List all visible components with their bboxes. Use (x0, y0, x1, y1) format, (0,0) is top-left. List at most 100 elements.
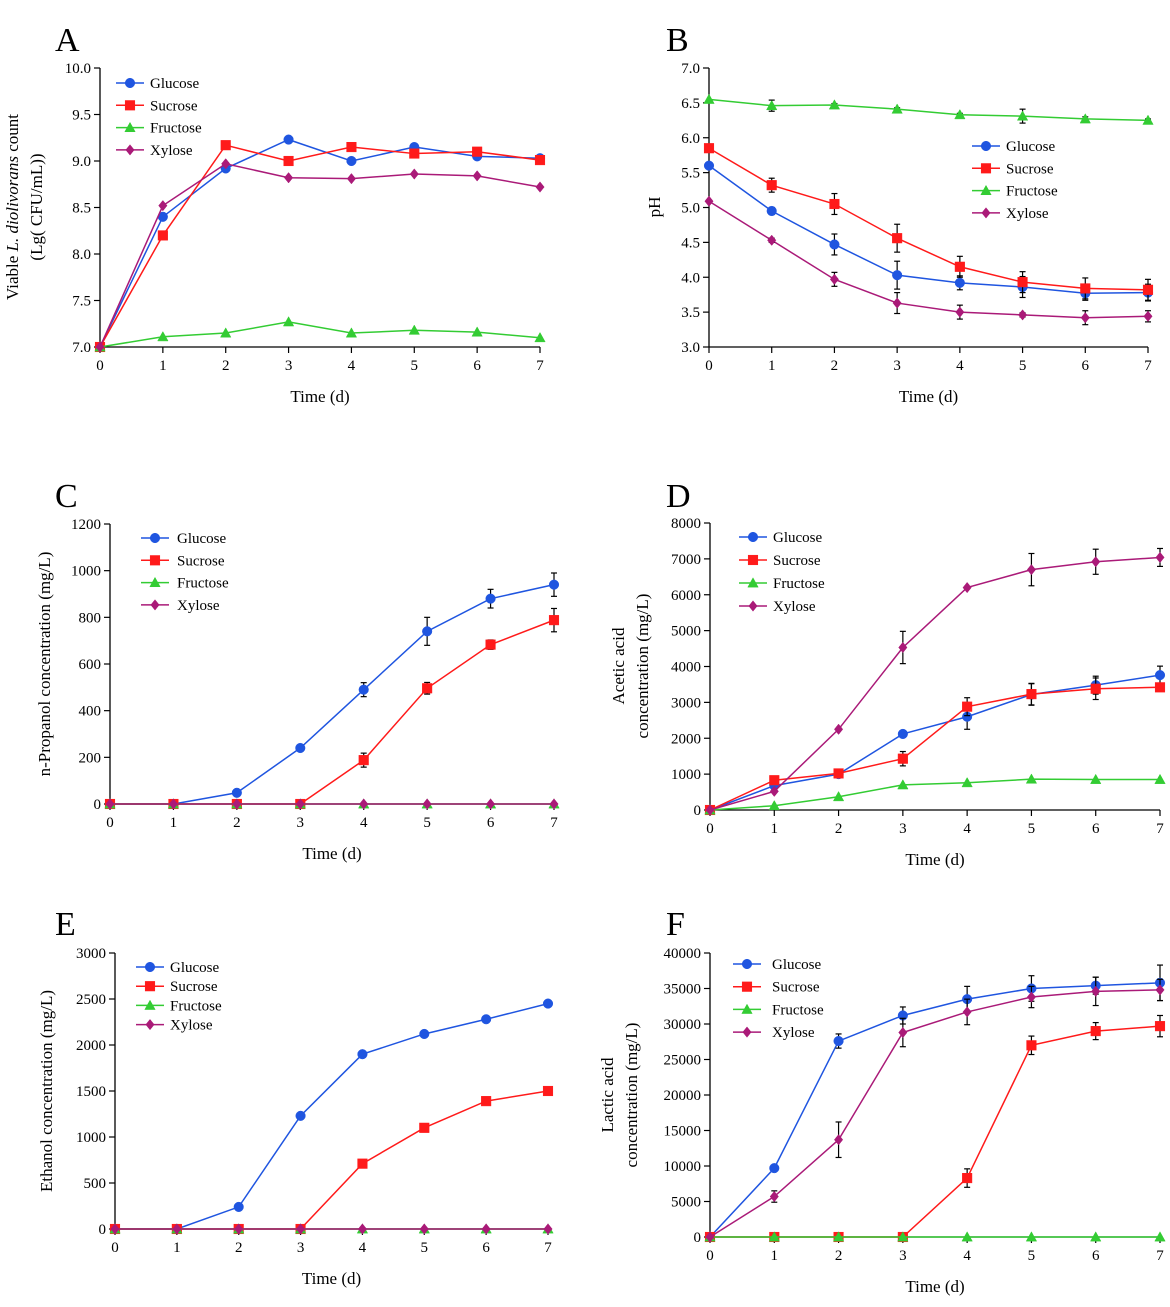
panel-a-series-sucrose (94, 140, 546, 353)
panel-d-x-tick-label: 5 (1028, 821, 1036, 837)
panel-f-y-tick-label: 15000 (664, 1124, 702, 1140)
panel-c-legend: Glucose Sucrose Fructose Xylose (141, 531, 229, 614)
panel-d-series-fructose-point (1090, 773, 1102, 784)
panel-e-series-xylose-point (234, 1223, 244, 1235)
panel-a-y-axis-title: (Lg( CFU/mL)) (27, 153, 46, 260)
panel-e-series-sucrose-line (115, 1090, 549, 1230)
panel-a-series-sucrose-point (157, 230, 168, 241)
panel-e-y-tick-label: 3000 (76, 946, 106, 962)
panel-b-series-glucose-point (892, 270, 903, 281)
panel-d-legend-item-glucose: Glucose (739, 530, 822, 546)
panel-a-y-tick-label: 8.0 (72, 247, 91, 263)
panel-b-series-sucrose-point (954, 261, 965, 272)
panel-a-series-fructose (94, 316, 546, 352)
panel-b-x-tick-label: 2 (831, 358, 839, 374)
panel-e-series-glucose-line (115, 1002, 549, 1230)
panel-b-legend-item-fructose: Fructose (972, 184, 1058, 200)
panel-c-series-sucrose-point (358, 755, 369, 766)
panel-d-series-xylose-point (834, 723, 844, 735)
panel-f-legend: Glucose Sucrose Fructose Xylose (733, 957, 824, 1041)
panel-e-series-glucose-point (295, 1110, 306, 1121)
panel-a-x-axis-title: Time (d) (290, 387, 349, 406)
panel-a-legend-label: Xylose (150, 143, 193, 159)
panel-e-x-tick-label: 2 (235, 1240, 243, 1256)
panel-c-series-glucose-point (295, 742, 306, 754)
panel-a-series-sucrose-line (99, 144, 541, 348)
panel-a-legend-item-sucrose: Sucrose (116, 98, 198, 114)
panel-e-series-xylose-point (357, 1223, 367, 1235)
panel-e-y-tick-label: 500 (84, 1176, 107, 1192)
panel-c-series-xylose-point (486, 798, 496, 810)
panel-a-legend-label: Glucose (150, 76, 199, 92)
panel-d-y-tick-label: 7000 (671, 552, 701, 568)
panel-f-legend-label: Fructose (772, 1002, 824, 1018)
panel-f-legend-item-fructose: Fructose (733, 1002, 824, 1018)
panel-d-legend-label: Xylose (773, 599, 816, 615)
panel-a-series-sucrose-point (409, 148, 420, 159)
panel-e-series-sucrose-point (542, 1085, 554, 1097)
panel-b-series-fructose (703, 93, 1154, 125)
panel-f-x-tick-label: 0 (706, 1248, 714, 1264)
panel-a-series-sucrose-point (283, 155, 294, 167)
panel-f-legend-item-sucrose: Sucrose (733, 980, 820, 996)
panel-c-legend-item-glucose: Glucose (141, 531, 226, 547)
panel-f-series-xylose-point (834, 1134, 844, 1146)
panel-d: D 0 1000 2000 3000 4000 5000 6000 7000 8000 0 1 2 3 4 5… (609, 478, 1166, 869)
panel-d-series-fructose-point (897, 779, 909, 790)
panel-e-legend-label: Fructose (170, 998, 222, 1014)
panel-f-legend-marker-sucrose (741, 981, 753, 992)
panel-f-legend-marker-fructose (741, 1003, 753, 1014)
panel-b-series-glucose-line (708, 165, 1149, 295)
panel-e-legend-item-glucose: Glucose (136, 960, 219, 976)
panel-d-series-sucrose-point (1154, 682, 1166, 693)
panel-f-x-tick-label: 6 (1092, 1248, 1100, 1264)
panel-f-legend-label: Sucrose (772, 980, 820, 996)
panel-b-series-fructose-line (708, 98, 1149, 122)
panel-b-series-xylose-point (955, 306, 965, 318)
panel-b-y-tick-label: 3.0 (681, 340, 700, 356)
panel-d-y-tick-label: 2000 (671, 731, 701, 747)
panel-c-series-glucose-point (485, 593, 496, 604)
panel-a-y-tick-label: 10.0 (65, 61, 91, 77)
panel-b-y-tick-label: 3.5 (681, 305, 700, 321)
panel-b-series-xylose-point (829, 273, 839, 285)
panel-f-letter: F (666, 906, 685, 943)
panel-c-y-axis-title: n-Propanol concentration (mg/L) (35, 552, 54, 777)
panel-c-legend-marker-sucrose (149, 555, 161, 566)
panel-b-series-xylose-point (1080, 312, 1090, 324)
panel-a-series-fructose-point (408, 324, 420, 335)
panel-c-series-sucrose-point (422, 683, 433, 694)
panel-e-series-glucose-point (542, 998, 554, 1009)
panel-e-x-axis-title: Time (d) (302, 1269, 361, 1288)
panel-e: E 0 500 1000 1500 2000 2500 3000 0 1 2 3 4 5 6 7 Time (d… (37, 906, 554, 1288)
panel-a-legend-marker-sucrose (124, 100, 136, 111)
panel-a-series-glucose-line (99, 138, 541, 348)
panel-e-x-tick-label: 7 (544, 1240, 552, 1256)
panel-d-series-sucrose-point (1026, 689, 1037, 700)
panel-f-x-axis-title: Time (d) (905, 1277, 964, 1296)
panel-d-series-xylose-point (769, 785, 779, 797)
panel-b-series-fructose-point (1142, 114, 1154, 125)
panel-e-series-xylose-point (481, 1223, 491, 1235)
panel-e-series-xylose-point (172, 1223, 182, 1235)
panel-e-series-sucrose-point (357, 1158, 368, 1169)
panel-b-y-tick-label: 6.0 (681, 131, 700, 147)
panel-c-x-tick-label: 3 (297, 815, 305, 831)
panel-b-series-fructose-point (891, 103, 903, 114)
panel-f-series-glucose-point (769, 1163, 780, 1174)
panel-e-x-tick-label: 3 (297, 1240, 305, 1256)
panel-d-series-sucrose-point (897, 753, 908, 764)
panel-e-series-xylose-point (419, 1223, 429, 1235)
panel-b-series-fructose-point (1079, 113, 1091, 124)
panel-f-series-fructose-point (1025, 1231, 1038, 1242)
panel-e-series-glucose (109, 998, 554, 1235)
panel-a-series-xylose-point (158, 200, 168, 212)
panel-d-series-fructose-line (709, 778, 1160, 811)
panel-b-series-xylose-point (1143, 310, 1153, 322)
panel-c-y-tick-label: 600 (79, 657, 102, 673)
panel-f-x-tick-label: 7 (1156, 1248, 1164, 1264)
panel-b-series-fructose-point (703, 93, 715, 104)
panel-a-series-glucose-point (346, 155, 357, 167)
panel-b-x-tick-label: 7 (1144, 358, 1152, 374)
panel-c-series-xylose-point (422, 798, 432, 810)
